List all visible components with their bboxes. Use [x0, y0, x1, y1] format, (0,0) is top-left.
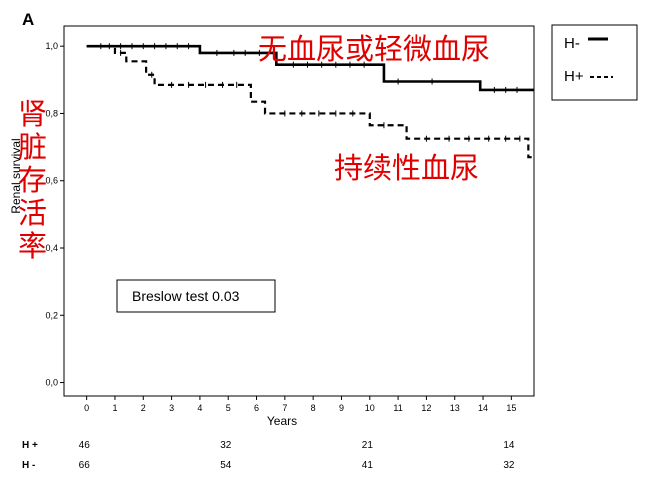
renal-survival-char: 率 — [18, 229, 47, 263]
plot-area — [63, 25, 535, 397]
x-tick-label: 5 — [226, 403, 231, 413]
hematuria-annotation: 持续性血尿 — [334, 151, 479, 185]
y-tick-label: 0,2 — [45, 310, 58, 320]
y-tick-label: 0,6 — [45, 176, 58, 186]
x-tick-label: 14 — [478, 403, 488, 413]
series-h-minus — [86, 43, 534, 93]
risk-count: 14 — [503, 440, 515, 451]
x-tick-label: 10 — [365, 403, 375, 413]
x-tick-label: 8 — [311, 403, 316, 413]
y-tick-label: 0,8 — [45, 108, 58, 118]
survival-curves — [86, 43, 534, 159]
risk-count: 32 — [503, 460, 515, 471]
renal-survival-char: 脏 — [18, 130, 47, 164]
legend-label-h-minus: H- — [564, 35, 580, 52]
x-axis-ticks: 0 1 2 3 4 5 6 7 8 9 10 11 12 13 14 15 — [84, 396, 516, 413]
renal-survival-char: 肾 — [18, 97, 47, 131]
series-line — [86, 44, 534, 92]
series-line — [86, 45, 534, 159]
y-tick-label: 0,4 — [45, 243, 58, 253]
y-tick-label: 1,0 — [45, 41, 58, 51]
stat-box — [116, 279, 276, 313]
risk-count: 41 — [362, 460, 374, 471]
x-tick-label: 0 — [84, 403, 89, 413]
x-tick-label: 4 — [197, 403, 202, 413]
risk-count: 46 — [79, 440, 91, 451]
x-tick-label: 1 — [112, 403, 117, 413]
risk-count: 32 — [220, 440, 232, 451]
x-tick-label: 15 — [506, 403, 516, 413]
x-tick-label: 6 — [254, 403, 259, 413]
stat-box-text: Breslow test 0.03 — [132, 288, 240, 304]
panel-letter: A — [22, 10, 34, 29]
x-tick-label: 9 — [339, 403, 344, 413]
x-tick-label: 3 — [169, 403, 174, 413]
x-tick-label: 11 — [393, 403, 402, 413]
risk-count: 54 — [220, 460, 232, 471]
risk-row-label: H + — [22, 440, 38, 451]
renal-survival-char: 存 — [18, 163, 47, 197]
y-axis-ticks: 0,0 0,2 0,4 0,6 0,8 1,0 — [45, 41, 64, 388]
y-tick-label: 0,0 — [45, 378, 58, 388]
x-tick-label: 2 — [141, 403, 146, 413]
risk-count: 21 — [362, 440, 374, 451]
risk-count: 66 — [79, 460, 91, 471]
risk-row-label: H - — [22, 460, 35, 471]
x-axis-label: Years — [267, 414, 297, 428]
x-tick-label: 7 — [282, 403, 287, 413]
renal-survival-char: 活 — [18, 196, 47, 230]
risk-table: H + 46 32 21 14 H - 66 54 41 32 — [22, 440, 515, 471]
y-axis-label: Renal survival — [9, 138, 23, 213]
no-hematuria-annotation: 无血尿或轻微血尿 — [258, 32, 490, 66]
legend: H- H+ — [551, 24, 638, 101]
x-tick-label: 12 — [421, 403, 431, 413]
series-h-plus — [86, 43, 534, 159]
x-tick-label: 13 — [450, 403, 460, 413]
legend-label-h-plus: H+ — [564, 68, 584, 85]
